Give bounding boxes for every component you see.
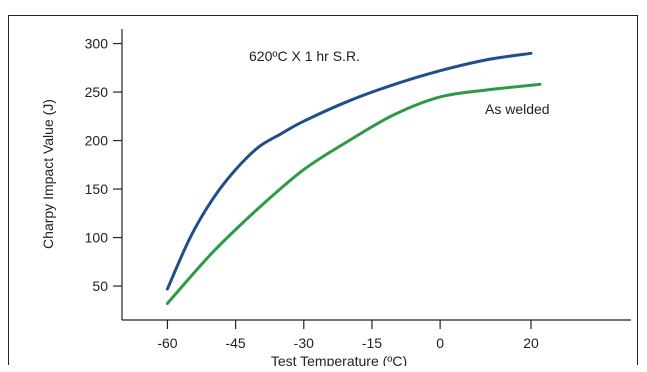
y-tick-label: 200 bbox=[85, 133, 109, 149]
y-tick-label: 250 bbox=[85, 84, 109, 100]
series-label-sr: 620ºC X 1 hr S.R. bbox=[249, 48, 360, 64]
x-tick-label: 20 bbox=[523, 335, 539, 351]
axes bbox=[121, 29, 631, 321]
x-tick-label: 0 bbox=[436, 335, 444, 351]
y-tick-label: 100 bbox=[85, 230, 109, 246]
x-axis-title: Test Temperature (ºC) bbox=[271, 353, 407, 366]
y-tick-label: 50 bbox=[92, 278, 108, 294]
chart-frame: 50 100 150 200 250 300 -60 -45 -30 -15 0 20 620ºC … bbox=[8, 15, 638, 366]
x-tick-label: -45 bbox=[225, 335, 245, 351]
series-label-as-welded: As welded bbox=[485, 101, 550, 117]
series-lines bbox=[165, 51, 542, 305]
y-tick-label: 150 bbox=[85, 181, 109, 197]
series-line-sr bbox=[165, 51, 533, 291]
series-line-as-welded bbox=[165, 82, 542, 305]
y-axis-title: Charpy Impact Value (J) bbox=[40, 99, 56, 249]
x-tick-label: -15 bbox=[362, 335, 382, 351]
charpy-impact-chart: 50 100 150 200 250 300 -60 -45 -30 -15 0 20 620ºC … bbox=[40, 29, 631, 366]
x-tick-label: -30 bbox=[294, 335, 314, 351]
y-ticks: 50 100 150 200 250 300 bbox=[85, 36, 122, 294]
x-ticks: -60 -45 -30 -15 0 20 bbox=[157, 320, 539, 351]
x-tick-label: -60 bbox=[157, 335, 177, 351]
y-tick-label: 300 bbox=[85, 36, 109, 52]
